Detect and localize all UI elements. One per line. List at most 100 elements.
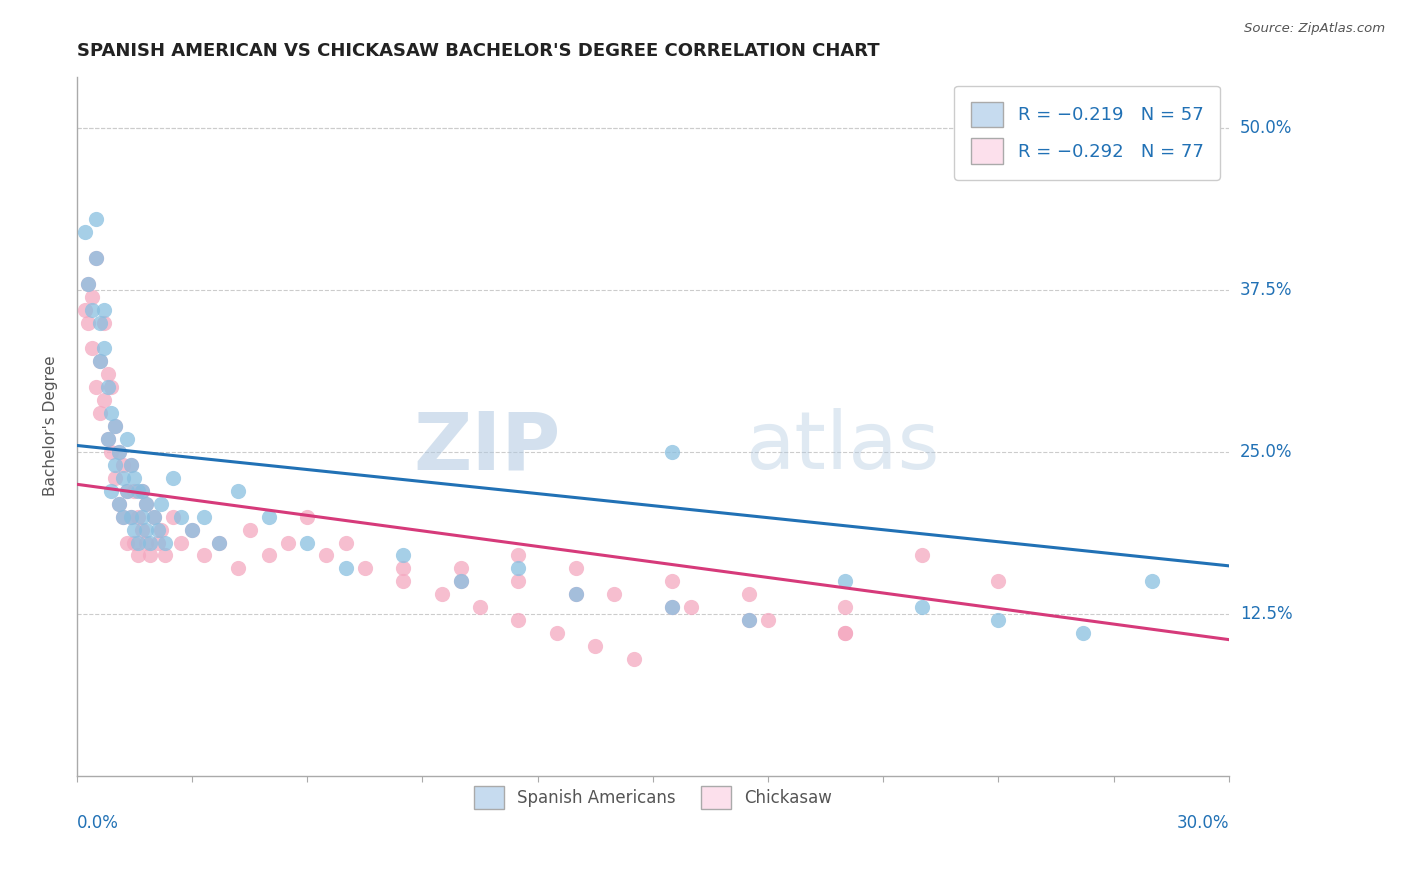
Point (987, 574, 1010, 589)
Point (108, 497, 131, 511)
Point (120, 458, 142, 472)
Point (127, 535, 149, 549)
Point (77, 277, 100, 291)
Point (131, 483, 153, 498)
Point (162, 471, 184, 485)
Point (93, 302, 115, 317)
Point (335, 561, 357, 575)
Point (169, 535, 191, 549)
Point (135, 523, 157, 537)
Point (193, 549, 215, 563)
Text: atlas: atlas (745, 408, 939, 486)
Point (124, 535, 146, 549)
Point (834, 626, 856, 640)
Text: 30.0%: 30.0% (1177, 814, 1229, 832)
Point (297, 535, 319, 549)
Point (392, 561, 415, 575)
Point (297, 509, 319, 524)
Point (135, 535, 157, 549)
Point (100, 483, 122, 498)
Point (834, 626, 856, 640)
Point (146, 523, 169, 537)
Point (97, 432, 120, 446)
Point (93, 393, 115, 408)
Point (104, 471, 127, 485)
Y-axis label: Bachelor's Degree: Bachelor's Degree (44, 356, 58, 496)
Point (1140, 574, 1163, 589)
Point (834, 600, 856, 615)
Point (450, 574, 472, 589)
Point (127, 509, 149, 524)
Point (89, 406, 111, 420)
Point (508, 549, 530, 563)
Point (565, 587, 588, 601)
Point (911, 549, 934, 563)
Point (450, 561, 472, 575)
Point (97, 432, 120, 446)
Point (565, 587, 588, 601)
Point (583, 639, 606, 653)
Point (208, 535, 231, 549)
Point (127, 549, 149, 563)
Point (89, 316, 111, 330)
Point (84, 251, 107, 265)
Point (508, 561, 530, 575)
Text: 37.5%: 37.5% (1240, 281, 1292, 299)
Text: 50.0%: 50.0% (1240, 120, 1292, 137)
Point (681, 600, 703, 615)
Point (508, 613, 530, 627)
Point (193, 509, 215, 524)
Point (131, 523, 153, 537)
Point (111, 509, 134, 524)
Point (738, 613, 761, 627)
Point (73, 225, 96, 239)
Point (77, 316, 100, 330)
Point (93, 342, 115, 356)
Point (104, 419, 127, 434)
Point (82, 342, 104, 356)
Point (124, 523, 146, 537)
Point (162, 509, 184, 524)
Point (104, 419, 127, 434)
Point (120, 509, 142, 524)
Point (911, 600, 934, 615)
Point (115, 432, 138, 446)
Text: SPANISH AMERICAN VS CHICKASAW BACHELOR'S DEGREE CORRELATION CHART: SPANISH AMERICAN VS CHICKASAW BACHELOR'S… (77, 42, 880, 60)
Point (111, 471, 134, 485)
Point (239, 523, 262, 537)
Point (124, 483, 146, 498)
Point (124, 471, 146, 485)
Point (104, 458, 127, 472)
Point (142, 509, 165, 524)
Point (153, 549, 176, 563)
Point (546, 626, 568, 640)
Point (153, 535, 176, 549)
Point (661, 600, 683, 615)
Point (226, 561, 249, 575)
Point (108, 445, 131, 459)
Point (89, 354, 111, 368)
Point (661, 574, 683, 589)
Legend: Spanish Americans, Chickasaw: Spanish Americans, Chickasaw (467, 780, 838, 816)
Point (108, 445, 131, 459)
Point (181, 523, 204, 537)
Point (315, 549, 337, 563)
Point (115, 483, 138, 498)
Point (1071, 626, 1094, 640)
Point (146, 535, 169, 549)
Point (139, 549, 162, 563)
Point (257, 549, 280, 563)
Point (277, 535, 299, 549)
Point (354, 561, 377, 575)
Point (756, 613, 779, 627)
Point (100, 406, 122, 420)
Point (623, 652, 645, 666)
Point (97, 368, 120, 382)
Text: ZIP: ZIP (413, 408, 561, 486)
Point (111, 458, 134, 472)
Point (82, 302, 104, 317)
Point (508, 574, 530, 589)
Point (100, 380, 122, 394)
Point (73, 302, 96, 317)
Point (100, 445, 122, 459)
